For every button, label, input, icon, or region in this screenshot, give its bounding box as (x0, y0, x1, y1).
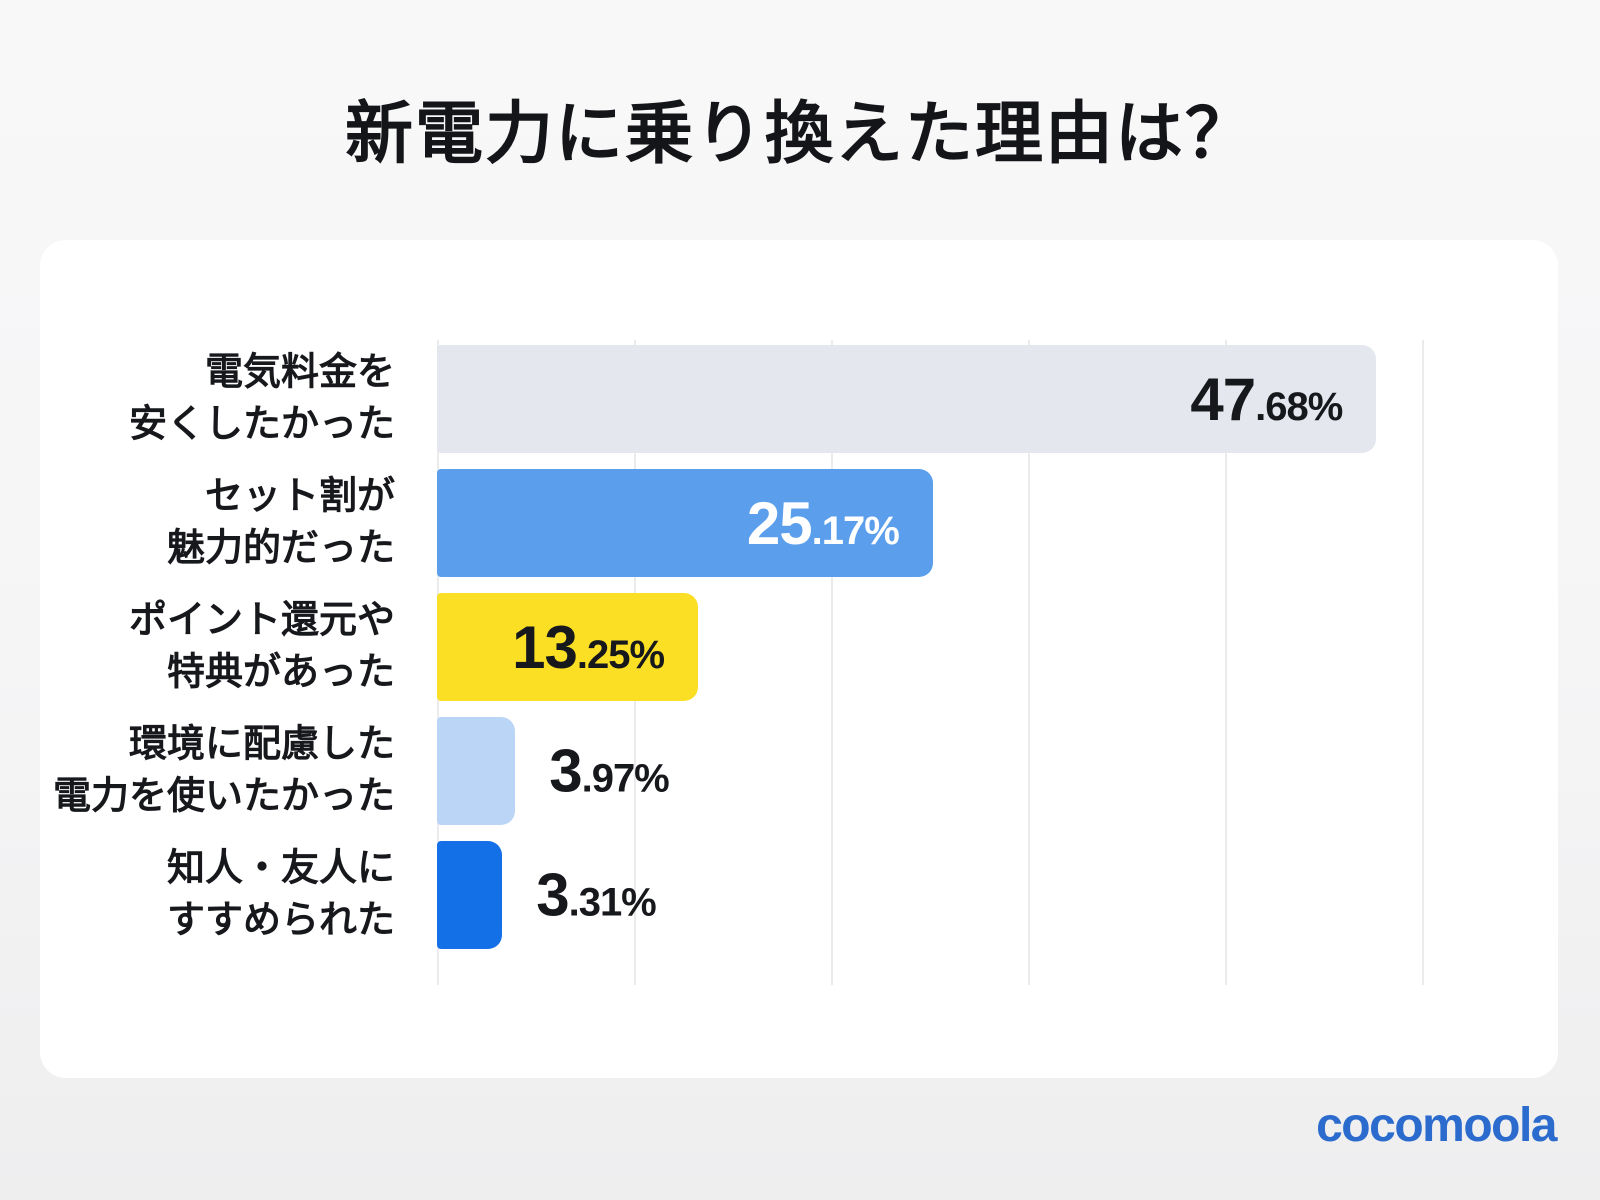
chart-card: 電気料金を 安くしたかった 47.68% セット割が 魅力的だった 25.17% ポイント還… (40, 240, 1558, 1078)
value-label: 3.31% (536, 861, 657, 929)
value-label: 13.25% (512, 613, 665, 681)
value-label: 3.97% (549, 737, 670, 805)
category-label: 環境に配慮した 電力を使いたかった (52, 723, 395, 818)
bar-row: 環境に配慮した 電力を使いたかった 3.97% (40, 717, 1558, 825)
bar (437, 841, 503, 949)
gridline-40 (1225, 340, 1227, 985)
gridline-20 (831, 340, 833, 985)
bar: 47.68% (437, 345, 1377, 453)
bar (437, 717, 516, 825)
category-label: ポイント還元や 特典があった (128, 599, 395, 694)
bar-track: 13.25% (437, 593, 1422, 701)
gridline-50 (1422, 340, 1424, 985)
bar-row: 知人・友人に すすめられた 3.31% (40, 841, 1558, 949)
bar-row: ポイント還元や 特典があった 13.25% (40, 593, 1558, 701)
bar-track: 25.17% (437, 469, 1422, 577)
bar: 25.17% (437, 469, 933, 577)
brand-logo: cocomoola (1316, 1099, 1557, 1152)
bar-track: 3.97% (437, 717, 1422, 825)
bar-row: 電気料金を 安くしたかった 47.68% (40, 345, 1558, 453)
gridline-30 (1028, 340, 1030, 985)
category-label: 知人・友人に すすめられた (166, 847, 395, 942)
bar-track: 47.68% (437, 345, 1422, 453)
value-label: 47.68% (1190, 365, 1343, 433)
category-label: 電気料金を 安くしたかった (128, 351, 395, 446)
page-title: 新電力に乗り換えた理由は？ (344, 96, 1255, 172)
bar: 13.25% (437, 593, 699, 701)
category-label: セット割が 魅力的だった (166, 475, 395, 570)
value-label: 25.17% (746, 489, 900, 557)
bar-track: 3.31% (437, 841, 1422, 949)
bar-row: セット割が 魅力的だった 25.17% (40, 469, 1558, 577)
